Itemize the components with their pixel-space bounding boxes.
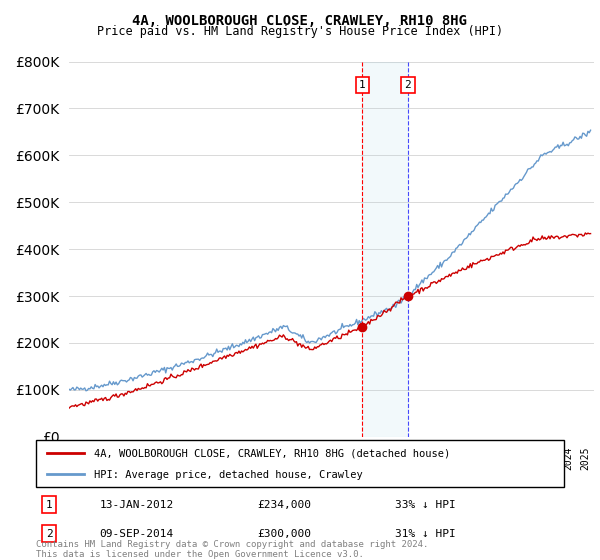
Text: 2: 2 [46,529,53,539]
Text: 1: 1 [359,80,365,90]
Text: 31% ↓ HPI: 31% ↓ HPI [395,529,456,539]
Text: 13-JAN-2012: 13-JAN-2012 [100,500,173,510]
Text: HPI: Average price, detached house, Crawley: HPI: Average price, detached house, Craw… [94,470,363,480]
Text: Contains HM Land Registry data © Crown copyright and database right 2024.
This d: Contains HM Land Registry data © Crown c… [36,540,428,559]
Text: 2: 2 [404,80,412,90]
Text: 4A, WOOLBOROUGH CLOSE, CRAWLEY, RH10 8HG (detached house): 4A, WOOLBOROUGH CLOSE, CRAWLEY, RH10 8HG… [94,449,451,459]
Text: 1: 1 [46,500,53,510]
Bar [362,62,408,437]
Text: £234,000: £234,000 [258,500,312,510]
FancyBboxPatch shape [36,440,564,487]
Text: 4A, WOOLBOROUGH CLOSE, CRAWLEY, RH10 8HG: 4A, WOOLBOROUGH CLOSE, CRAWLEY, RH10 8HG [133,14,467,28]
Text: 09-SEP-2014: 09-SEP-2014 [100,529,173,539]
Text: Price paid vs. HM Land Registry's House Price Index (HPI): Price paid vs. HM Land Registry's House … [97,25,503,38]
Text: £300,000: £300,000 [258,529,312,539]
Text: 33% ↓ HPI: 33% ↓ HPI [395,500,456,510]
